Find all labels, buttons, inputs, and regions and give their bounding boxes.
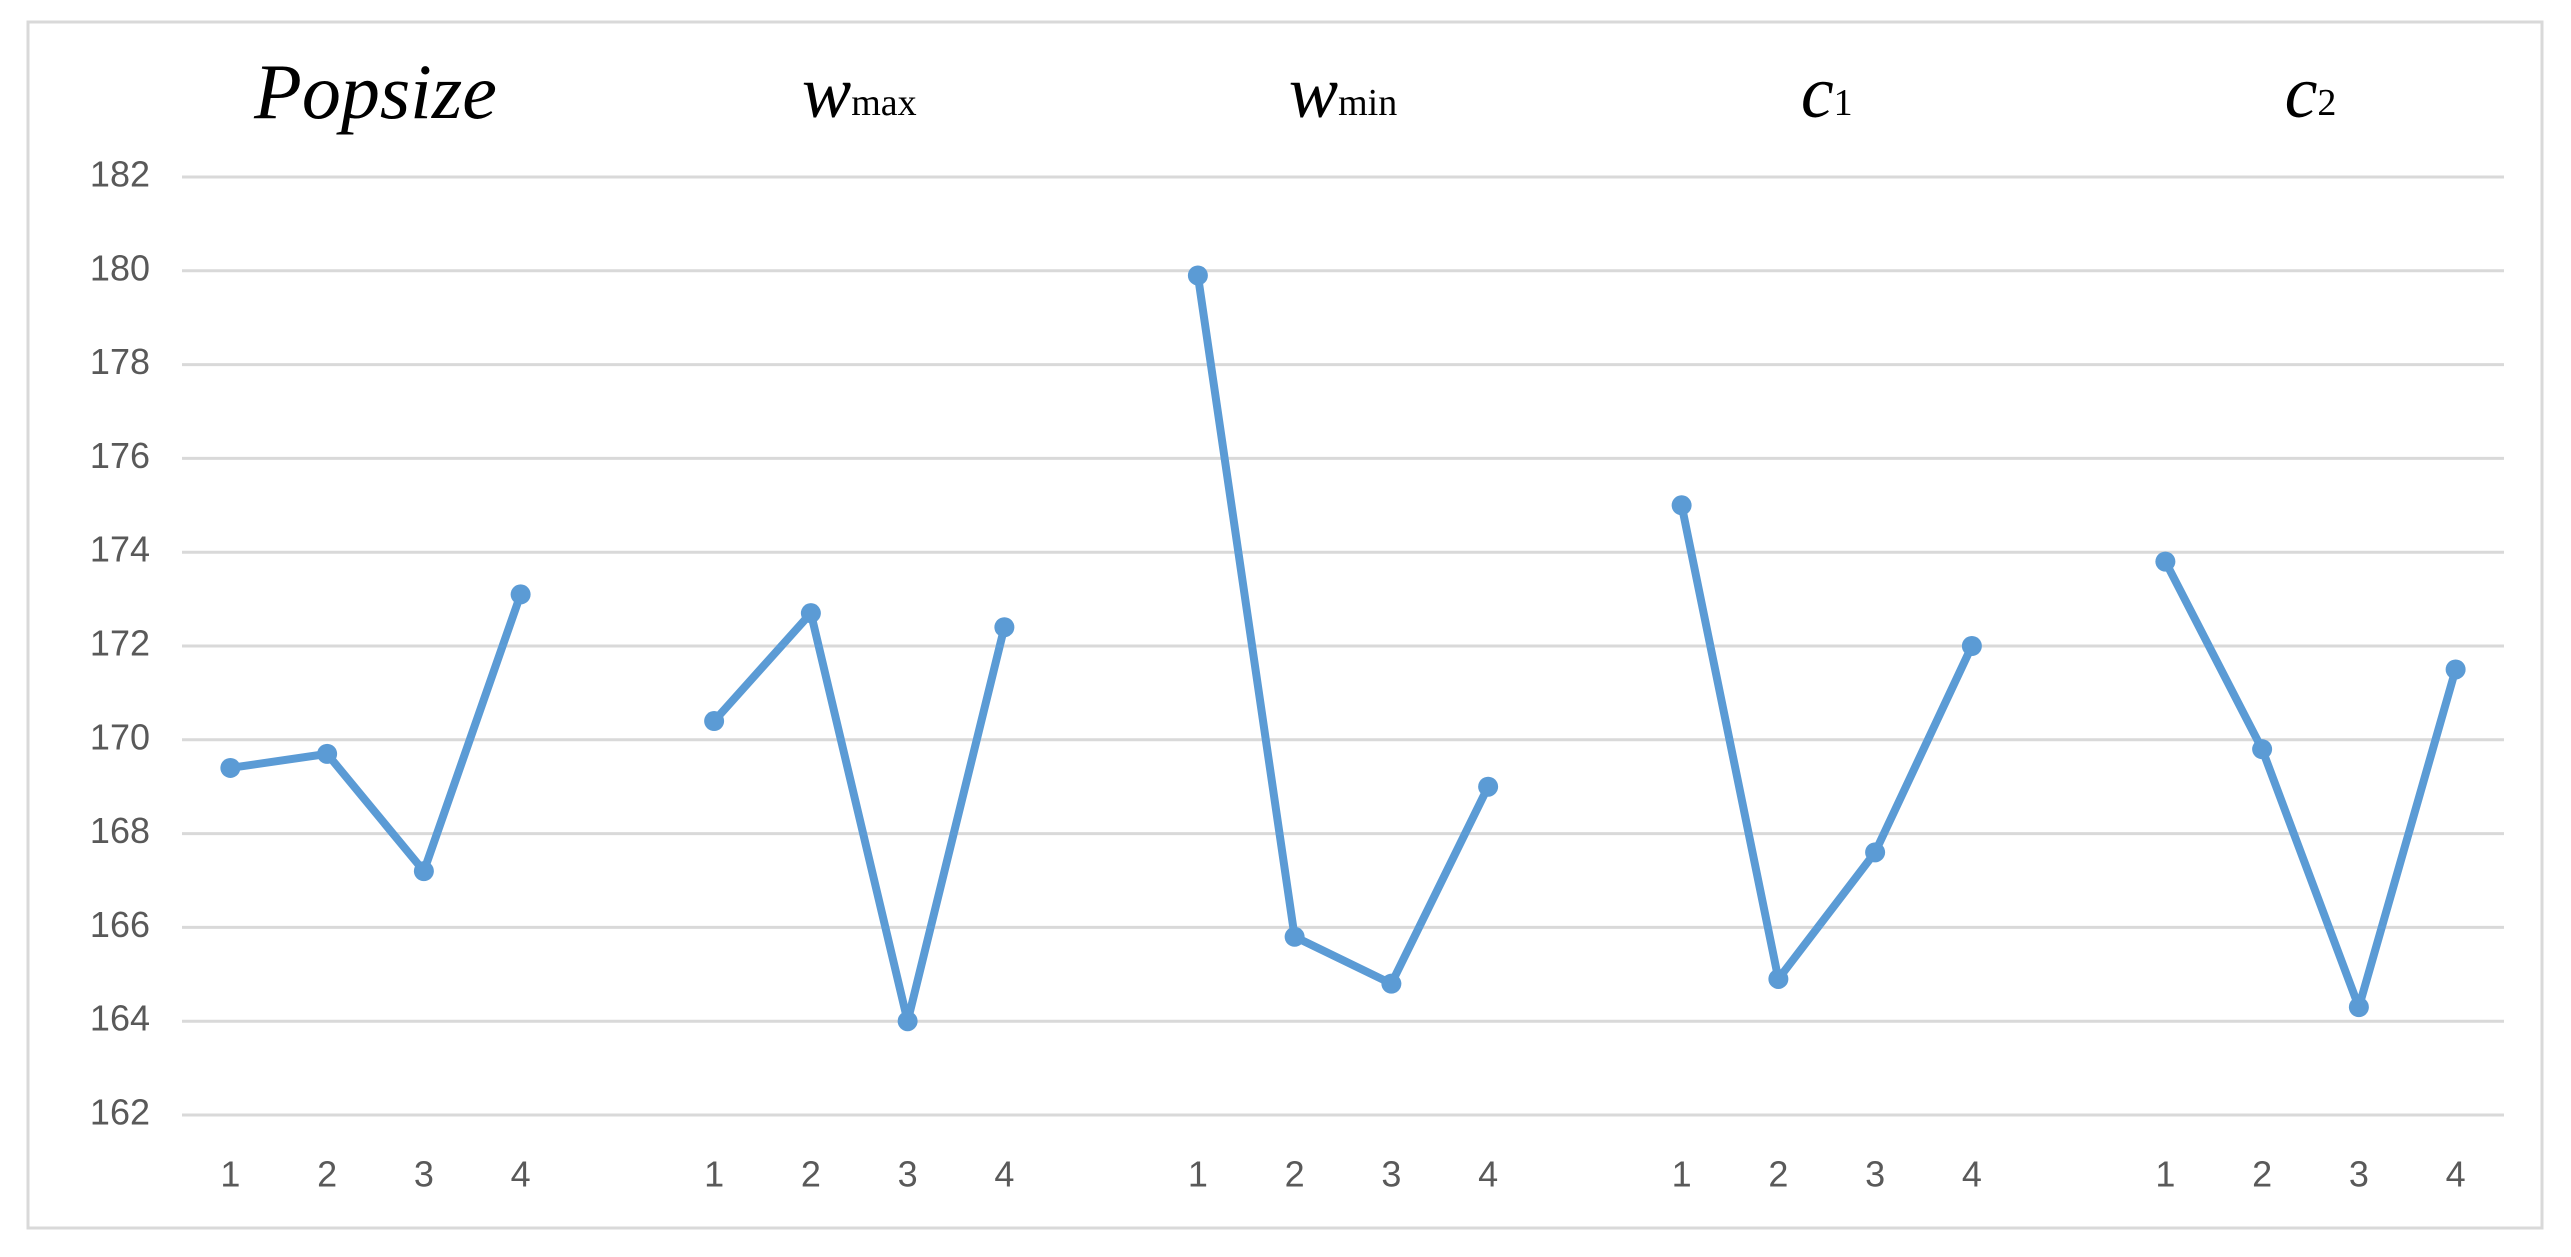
x-tick-label: 1 — [1672, 1154, 1692, 1195]
line — [229, 274, 2460, 1026]
point — [994, 617, 1015, 638]
point — [1865, 842, 1886, 863]
x-tick-label: 2 — [2252, 1154, 2272, 1195]
y-tick-label: 178 — [90, 341, 150, 382]
group-label: c2 — [2285, 52, 2337, 134]
group-label-sub: 2 — [2317, 82, 2336, 124]
x-tick-label: 2 — [317, 1154, 337, 1195]
point — [510, 584, 531, 605]
group-label: Popsize — [253, 48, 497, 135]
group-label-main: w — [1289, 52, 1338, 134]
group-label-main: c — [1801, 52, 1834, 134]
group-label-sub: 1 — [1834, 82, 1853, 124]
x-tick-label: 1 — [1188, 1154, 1208, 1195]
point — [1284, 926, 1305, 947]
y-tick-label: 166 — [90, 904, 150, 945]
point — [1381, 973, 1402, 994]
group-label: c1 — [1801, 52, 1853, 134]
y-tick-label: 174 — [90, 529, 150, 570]
y-tick-label: 180 — [90, 247, 150, 288]
y-tick-label: 168 — [90, 810, 150, 851]
point — [1478, 776, 1499, 797]
point — [1768, 968, 1789, 989]
point — [317, 743, 338, 764]
y-tick-label: 176 — [90, 435, 150, 476]
x-tick-label: 2 — [801, 1154, 821, 1195]
point — [2252, 739, 2273, 760]
point — [1961, 636, 1982, 656]
x-tick-label: 3 — [1865, 1154, 1885, 1195]
x-tick-label: 1 — [704, 1154, 724, 1195]
point — [1671, 495, 1692, 516]
x-tick-label: 2 — [1285, 1154, 1305, 1195]
x-tick-label: 4 — [1962, 1154, 1982, 1195]
x-tick-label: 4 — [2446, 1154, 2466, 1195]
x-tick-label: 3 — [414, 1154, 434, 1195]
point — [2445, 659, 2466, 680]
group-label-main: w — [802, 52, 851, 134]
point — [2348, 997, 2369, 1018]
y-tick-label: 182 — [90, 154, 150, 195]
x-tick-label: 4 — [511, 1154, 531, 1195]
point — [220, 757, 241, 778]
group-label: wmax — [802, 52, 917, 134]
point — [2155, 551, 2176, 572]
point — [897, 1011, 918, 1032]
y-tick-label: 164 — [90, 998, 150, 1039]
x-tick-label: 4 — [1478, 1154, 1498, 1195]
x-tick-label: 2 — [1768, 1154, 1788, 1195]
y-tick-label: 170 — [90, 716, 150, 757]
x-tick-label: 1 — [220, 1154, 240, 1195]
point — [704, 711, 725, 732]
x-tick-label: 4 — [994, 1154, 1014, 1195]
point — [1187, 265, 1208, 286]
x-tick-label: 1 — [2155, 1154, 2175, 1195]
group-label-main: c — [2285, 52, 2318, 134]
y-tick-label: 162 — [90, 1092, 150, 1133]
point — [413, 861, 434, 882]
group-label-sub: min — [1338, 82, 1397, 124]
chart-border — [26, 20, 2544, 1230]
group-label-sub: max — [851, 82, 916, 124]
x-tick-label: 3 — [1381, 1154, 1401, 1195]
x-tick-label: 3 — [2349, 1154, 2369, 1195]
group-label: wmin — [1289, 52, 1397, 134]
group-label-main: Popsize — [253, 48, 497, 135]
x-tick-label: 3 — [898, 1154, 918, 1195]
y-tick-label: 172 — [90, 623, 150, 664]
point — [800, 603, 821, 624]
